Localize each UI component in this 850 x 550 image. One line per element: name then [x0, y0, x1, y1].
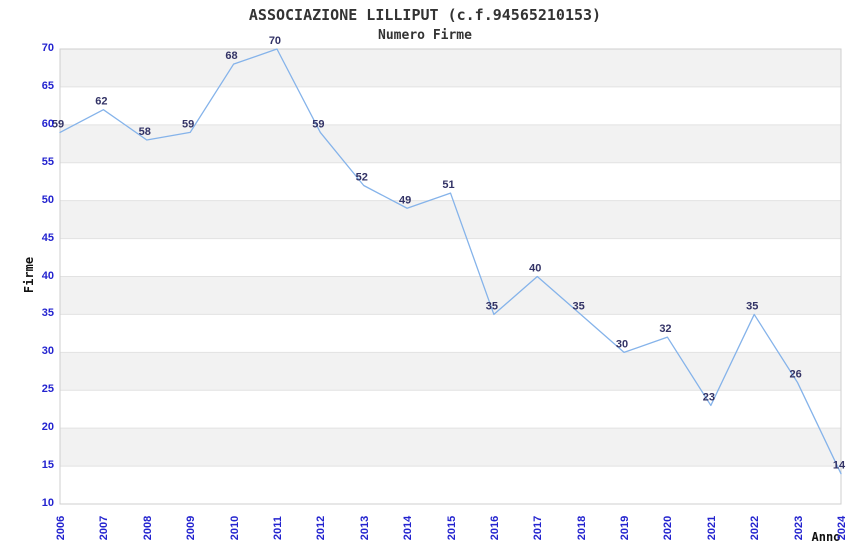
- point-label: 49: [399, 194, 411, 206]
- x-tick-label: 2016: [488, 515, 501, 541]
- x-tick-label: 2014: [402, 515, 415, 541]
- y-tick-label: 15: [41, 459, 54, 472]
- point-label: 35: [573, 300, 585, 312]
- x-tick-label: 2009: [185, 515, 198, 541]
- plot-band: [60, 86, 841, 125]
- x-tick-label: 2007: [98, 515, 111, 541]
- y-tick-label: 60: [41, 117, 54, 130]
- plot-band: [60, 390, 841, 429]
- plot-band: [60, 428, 841, 467]
- point-label: 59: [52, 118, 64, 130]
- point-label: 59: [182, 118, 194, 130]
- y-tick-label: 70: [41, 42, 54, 54]
- x-tick-label: 2012: [315, 515, 328, 541]
- y-tick-label: 30: [41, 345, 54, 358]
- point-label: 68: [225, 50, 237, 62]
- chart-title: ASSOCIAZIONE LILLIPUT (c.f.94565210153): [248, 6, 602, 24]
- y-tick-label: 10: [41, 497, 54, 509]
- point-label: 35: [746, 300, 758, 312]
- y-tick-label: 50: [41, 193, 54, 206]
- point-label: 59: [312, 118, 324, 130]
- point-label: 23: [703, 391, 715, 403]
- point-label: 32: [659, 323, 671, 335]
- x-tick-label: 2017: [532, 515, 545, 541]
- x-tick-label: 2024: [836, 515, 848, 541]
- x-tick-label: 2018: [575, 515, 588, 541]
- x-tick-label: 2010: [228, 515, 241, 541]
- y-tick-label: 35: [41, 307, 54, 320]
- y-tick-label: 20: [41, 421, 54, 434]
- point-label: 51: [442, 179, 454, 191]
- point-label: 70: [269, 35, 281, 47]
- x-tick-label: 2006: [55, 515, 67, 541]
- plot-band: [60, 276, 841, 315]
- y-tick-label: 65: [41, 79, 54, 92]
- y-tick-label: 45: [41, 231, 54, 244]
- x-tick-label: 2013: [358, 515, 371, 541]
- y-tick-label: 25: [41, 383, 54, 396]
- x-tick-label: 2008: [141, 515, 154, 541]
- x-tick-label: 2023: [792, 515, 805, 541]
- plot-band: [60, 200, 841, 239]
- point-label: 58: [139, 126, 151, 138]
- point-label: 40: [529, 263, 541, 275]
- plot-band: [60, 466, 841, 504]
- data-line: [59, 48, 842, 475]
- point-label: 26: [789, 369, 801, 381]
- plot-band: [60, 238, 841, 277]
- x-tick-label: 2021: [705, 515, 718, 541]
- point-label: 62: [95, 96, 107, 108]
- chart-subtitle: Numero Firme: [378, 28, 472, 43]
- plot-band: [60, 124, 841, 163]
- plot-band: [60, 352, 841, 391]
- x-tick-label: 2020: [662, 515, 675, 541]
- point-label: 30: [616, 338, 628, 350]
- plot-border: [59, 48, 842, 505]
- point-label: 14: [833, 460, 846, 472]
- y-tick-label: 55: [41, 155, 54, 168]
- point-label: 52: [356, 172, 368, 184]
- plot-band: [60, 49, 841, 87]
- x-tick-label: 2011: [271, 516, 284, 540]
- point-label: 35: [486, 300, 498, 312]
- x-tick-label: 2022: [749, 515, 762, 541]
- x-tick-label: 2019: [619, 515, 632, 541]
- x-axis-title: Anno: [811, 530, 841, 544]
- plot-band: [60, 314, 841, 353]
- x-tick-label: 2015: [445, 515, 458, 541]
- y-tick-label: 40: [41, 269, 54, 282]
